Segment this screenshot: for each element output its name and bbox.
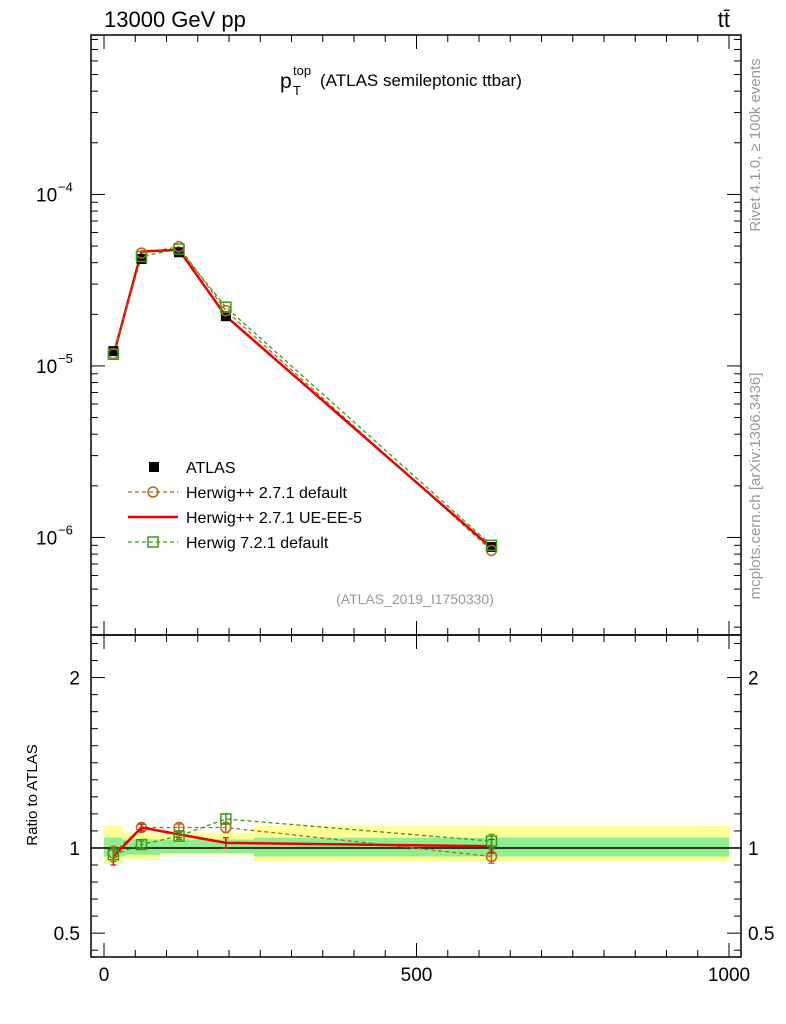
series-line (112, 246, 492, 551)
ratio-y-tick-label-right: 2 (748, 669, 759, 690)
data-point (486, 541, 497, 552)
data-point (485, 835, 498, 847)
ratio-y-tick-label: 1 (69, 839, 80, 860)
data-point (149, 462, 159, 472)
ratio-y-tick-label: 2 (69, 669, 80, 690)
title-text: (ATLAS semileptonic ttbar) (320, 71, 522, 90)
data-point (220, 301, 232, 313)
series-line (112, 248, 493, 549)
data-point (136, 254, 147, 265)
data-point (220, 813, 232, 825)
title-var-base: p (280, 70, 292, 93)
x-tick-label: 0 (99, 965, 110, 986)
data-point (147, 536, 159, 548)
ratio-y-tick-label-right: 1 (748, 839, 759, 860)
data-point (108, 346, 119, 357)
title-var-sub: T (293, 83, 301, 98)
data-point (135, 250, 148, 263)
data-point (147, 486, 159, 498)
rivet-version-label: Rivet 4.1.0, ≥ 100k events (747, 58, 764, 231)
energy-label: 13000 GeV pp (104, 7, 246, 32)
data-point (173, 830, 185, 842)
data-point (107, 849, 120, 861)
x-tick-label: 1000 (708, 965, 750, 986)
data-point (485, 539, 498, 552)
ratio-frame (90, 634, 742, 958)
title-var-sup: top (293, 63, 311, 78)
legend: ATLAS Herwig++ 2.7.1 default Herwig++ 2.7.… (128, 460, 362, 552)
ratio-y-tick-label-right: 0.5 (748, 924, 774, 945)
legend-label: Herwig 7.2.1 default (186, 535, 329, 552)
ratio-y-tick-label: 0.5 (54, 924, 80, 945)
legend-label: ATLAS (186, 460, 236, 477)
ratio-series-line (112, 826, 492, 858)
data-point (173, 243, 185, 255)
source-label: mcplots.cern.ch [arXiv:1306.3436] (747, 373, 764, 600)
legend-label: Herwig++ 2.7.1 UE-EE-5 (186, 510, 362, 527)
data-point (107, 348, 120, 360)
y-tick-exponent: −6 (58, 522, 73, 537)
main-plot: 10−610−510−4 (36, 34, 742, 636)
analysis-watermark: (ATLAS_2019_I1750330) (336, 591, 494, 607)
ratio-ylabel: Ratio to ATLAS (24, 744, 41, 845)
main-title: p top T (ATLAS semileptonic ttbar) (280, 63, 522, 98)
y-tick-exponent: −5 (58, 351, 73, 366)
y-tick-label: 10 (36, 185, 57, 206)
y-tick-label: 10 (36, 528, 57, 549)
y-tick-exponent: −4 (58, 179, 73, 194)
data-point (135, 838, 148, 851)
y-tick-label: 10 (36, 357, 57, 378)
ratio-plot: 0 500 1000 0.5 0.5 1 1 2 2 (54, 634, 774, 986)
process-label: tt̄ (718, 7, 730, 32)
legend-label: Herwig++ 2.7.1 default (186, 485, 348, 502)
x-tick-label: 500 (401, 965, 433, 986)
